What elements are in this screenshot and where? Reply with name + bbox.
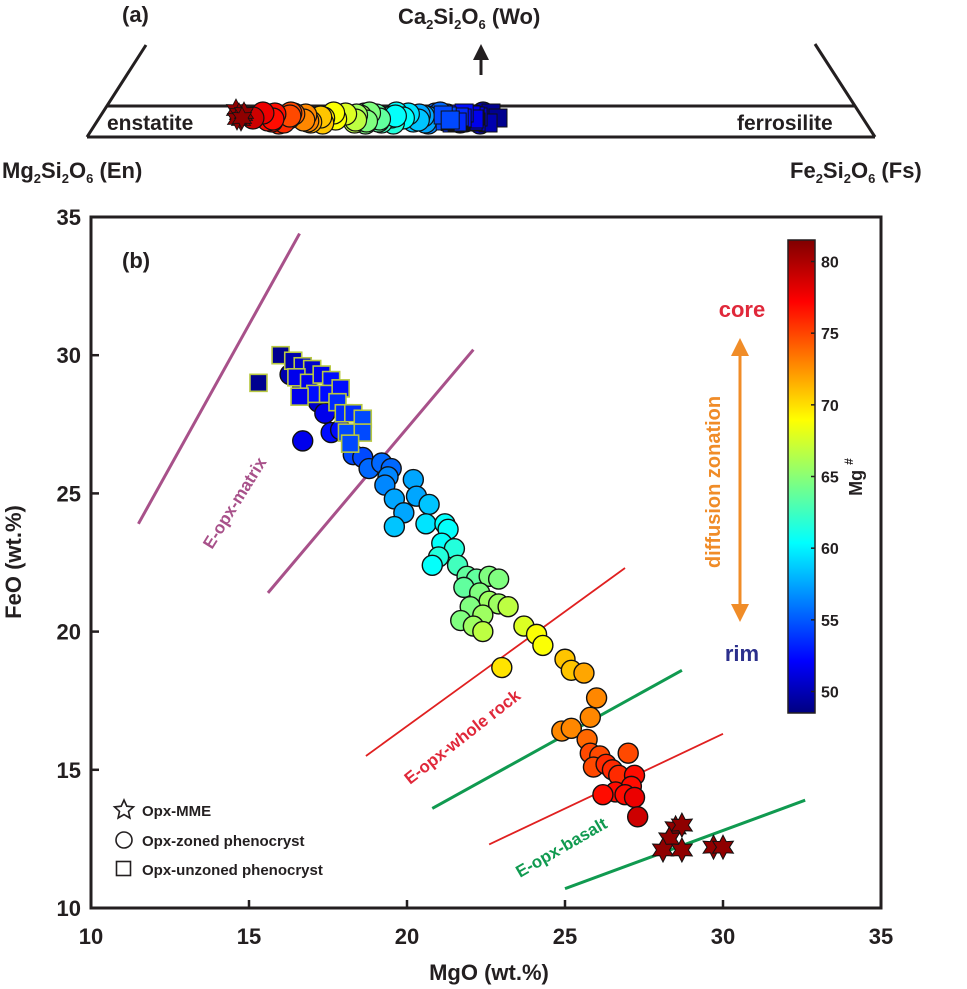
reference-line-e-opx-matrix (137, 232, 301, 525)
up-arrow-icon (473, 44, 489, 75)
strip-mme-point (231, 106, 253, 130)
zoned-phenocryst-point (292, 430, 314, 452)
x-axis-label: MgO (wt.%) (429, 960, 549, 985)
zoned-phenocryst-point (418, 493, 440, 516)
colorbar-tick-label: 80 (821, 255, 839, 272)
quadrilateral-points (225, 98, 508, 135)
zoned-phenocryst-point (626, 806, 649, 828)
legend: Opx-MME Opx-zoned phenocryst Opx-unzoned… (112, 798, 323, 879)
fs-vertex-label: Fe2Si2O6 (Fs) (790, 158, 922, 186)
zoned-phenocryst-point (491, 656, 513, 679)
matrix-line-label: E-opx-matrix (199, 453, 270, 552)
legend-label-unzoned: Opx-unzoned phenocryst (142, 862, 323, 879)
legend-item-mme: Opx-MME (112, 798, 211, 820)
x-tick-label: 35 (869, 924, 893, 949)
zoned-phenocryst-point (560, 717, 583, 740)
legend-label-zoned: Opx-zoned phenocryst (142, 833, 305, 850)
y-axis: 10 15 20 25 30 35 (57, 205, 99, 921)
wo-apex-label: Ca2Si2O6 (Wo) (398, 4, 540, 32)
x-axis: 10 15 20 25 30 35 (79, 900, 893, 949)
rim-label: rim (725, 641, 759, 666)
zoned-phenocryst-point (383, 515, 406, 538)
diffusion-label: diffusion zonation (703, 396, 725, 568)
zoned-phenocryst-point (585, 687, 608, 709)
strip-unzoned-point (440, 110, 460, 130)
legend-item-zoned: Opx-zoned phenocryst (115, 831, 305, 850)
ferrosilite-label: ferrosilite (737, 112, 833, 135)
colorbar-gradient (787, 239, 816, 714)
unzoned-phenocryst-point (290, 387, 309, 406)
zoned-phenocryst-point (579, 706, 601, 728)
unzoned-phenocryst-point (249, 373, 268, 393)
zoned-phenocryst-point (472, 620, 494, 643)
x-tick-label: 10 (79, 924, 103, 949)
colorbar-ticks: 50 55 60 65 70 75 80 (811, 255, 839, 702)
zoned-phenocryst-point (573, 662, 595, 684)
mme-point (711, 834, 735, 861)
whole-rock-line-label: E-opx-whole rock (401, 686, 525, 789)
y-axis-label: FeO (wt.%) (1, 505, 26, 619)
x-tick-label: 25 (553, 924, 577, 949)
colorbar-tick-label: 75 (821, 326, 839, 343)
panel-b-label: (b) (122, 248, 150, 273)
x-tick-label: 30 (711, 924, 735, 949)
y-tick-label: 20 (57, 620, 81, 645)
colorbar: 50 55 60 65 70 75 80 Mg # (787, 239, 866, 714)
colorbar-label: Mg # (842, 458, 866, 496)
square-icon (115, 860, 132, 877)
unzoned-phenocryst-point (340, 434, 360, 453)
mme-point (670, 836, 694, 864)
panel-b: (b) E-opx-matrix E-opx-whole rock E-opx-… (1, 205, 893, 985)
double-arrow-icon (731, 338, 749, 622)
scatter-points (249, 345, 735, 864)
plot-frame (89, 215, 883, 910)
y-tick-label: 10 (57, 896, 81, 921)
y-tick-label: 35 (57, 205, 81, 230)
circle-icon (115, 831, 133, 849)
y-tick-label: 30 (57, 343, 81, 368)
zoned-phenocryst-point (487, 568, 510, 590)
y-tick-label: 25 (57, 481, 81, 506)
colorbar-tick-label: 50 (821, 685, 839, 702)
legend-item-unzoned: Opx-unzoned phenocryst (115, 860, 323, 879)
zoned-phenocryst-point (497, 596, 519, 618)
panel-a: (a) Ca2Si2O6 (Wo) enstatite ferrosilite … (2, 2, 922, 186)
zoned-phenocryst-point (623, 786, 646, 809)
core-label: core (719, 297, 765, 322)
colorbar-tick-label: 65 (821, 470, 839, 487)
enstatite-label: enstatite (107, 112, 193, 135)
zoned-phenocryst-point (617, 742, 639, 764)
x-tick-label: 20 (395, 924, 419, 949)
star-icon (112, 798, 136, 820)
zoned-phenocryst-point (532, 634, 554, 657)
colorbar-tick-label: 70 (821, 398, 839, 415)
en-vertex-label: Mg2Si2O6 (En) (2, 158, 142, 186)
zoned-phenocryst-point (421, 554, 443, 576)
colorbar-tick-label: 55 (821, 613, 839, 630)
panel-a-label: (a) (122, 2, 149, 27)
y-tick-label: 15 (57, 758, 81, 783)
zoned-phenocryst-point (415, 513, 437, 535)
colorbar-tick-label: 60 (821, 541, 839, 558)
basalt-line-label: E-opx-basalt (513, 814, 611, 882)
legend-label-mme: Opx-MME (142, 803, 211, 820)
zoned-phenocryst-point (592, 783, 614, 806)
x-tick-label: 15 (237, 924, 261, 949)
